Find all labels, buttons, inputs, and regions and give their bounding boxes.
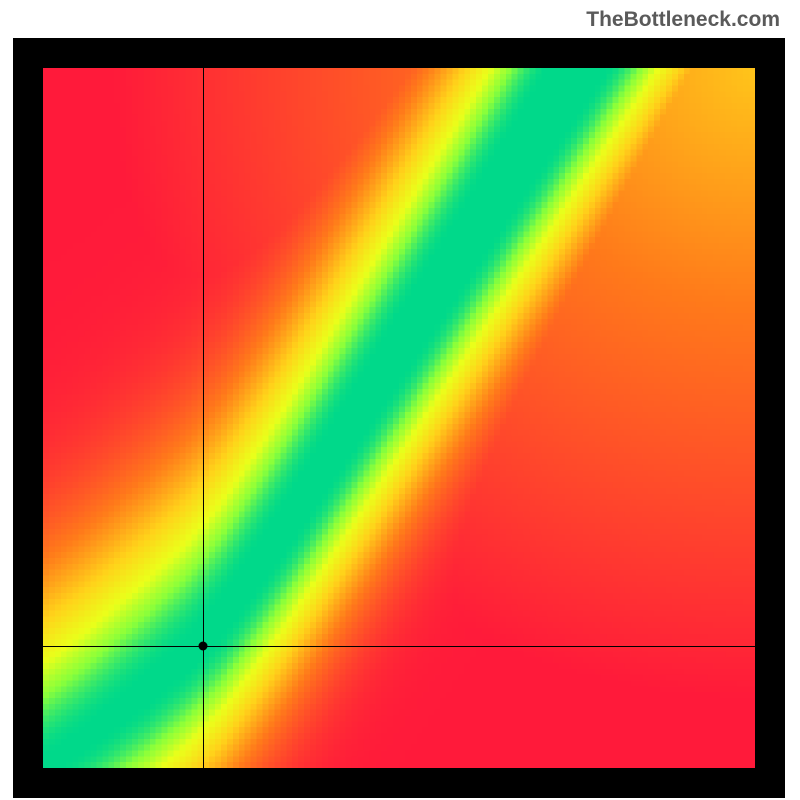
chart-container: TheBottleneck.com — [0, 0, 800, 800]
heatmap-canvas — [43, 68, 755, 768]
heatmap-plot-area — [43, 68, 755, 768]
plot-frame — [13, 38, 785, 798]
attribution-text: TheBottleneck.com — [586, 8, 780, 32]
